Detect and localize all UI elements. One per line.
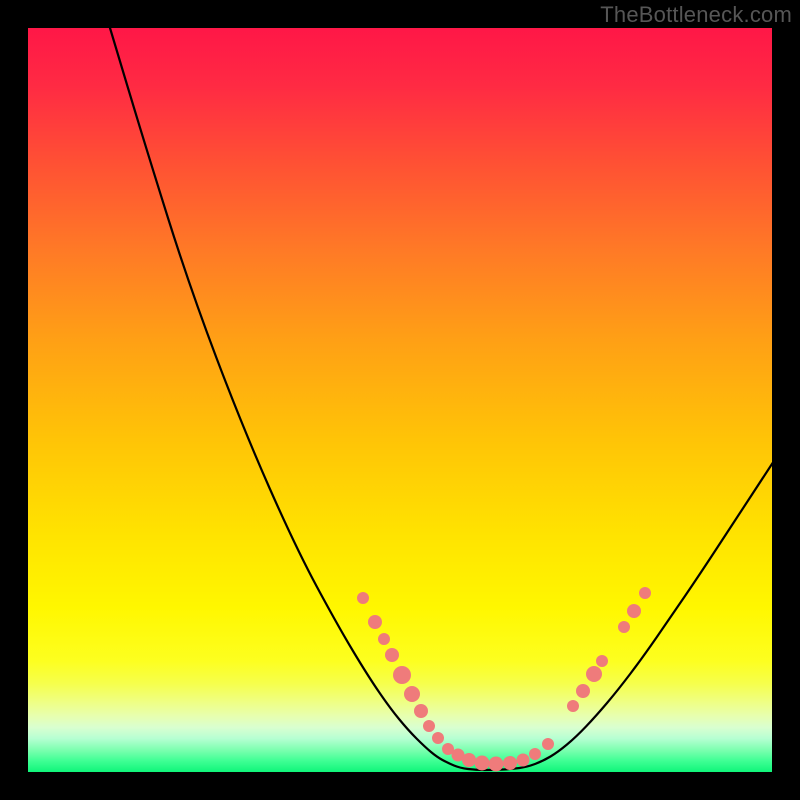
data-marker xyxy=(385,648,399,662)
plot-background xyxy=(28,28,772,772)
data-marker xyxy=(432,732,444,744)
data-marker xyxy=(489,757,504,772)
data-marker xyxy=(475,756,490,771)
data-marker xyxy=(393,666,411,684)
data-marker xyxy=(368,615,382,629)
data-marker xyxy=(517,754,530,767)
data-marker xyxy=(542,738,554,750)
data-marker xyxy=(423,720,435,732)
chart-svg xyxy=(0,0,800,800)
data-marker xyxy=(567,700,579,712)
data-marker xyxy=(618,621,630,633)
data-marker xyxy=(586,666,602,682)
data-marker xyxy=(639,587,651,599)
data-marker xyxy=(503,756,517,770)
chart-frame: TheBottleneck.com xyxy=(0,0,800,800)
data-marker xyxy=(357,592,369,604)
data-marker xyxy=(414,704,428,718)
data-marker xyxy=(378,633,390,645)
data-marker xyxy=(576,684,590,698)
data-marker xyxy=(627,604,641,618)
watermark-text: TheBottleneck.com xyxy=(600,2,792,28)
data-marker xyxy=(596,655,608,667)
data-marker xyxy=(529,748,541,760)
data-marker xyxy=(462,753,476,767)
data-marker xyxy=(404,686,420,702)
